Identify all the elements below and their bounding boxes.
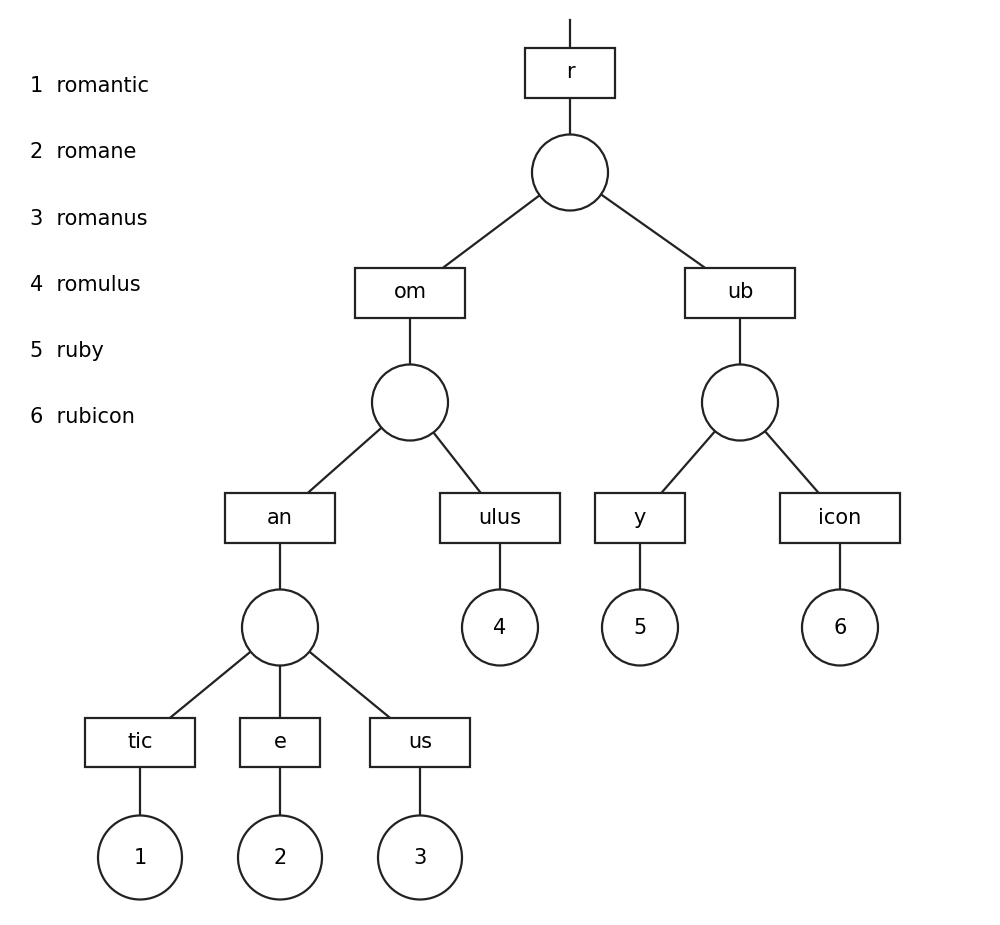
FancyBboxPatch shape xyxy=(355,267,465,317)
Ellipse shape xyxy=(802,589,878,665)
Text: 6  rubicon: 6 rubicon xyxy=(30,407,135,427)
Text: 3  romanus: 3 romanus xyxy=(30,208,148,228)
Ellipse shape xyxy=(98,816,182,899)
Text: 2  romane: 2 romane xyxy=(30,142,136,163)
FancyBboxPatch shape xyxy=(85,718,195,768)
Text: tic: tic xyxy=(127,733,153,753)
FancyBboxPatch shape xyxy=(525,47,615,97)
Text: e: e xyxy=(274,733,286,753)
Text: 1: 1 xyxy=(133,847,147,868)
Text: 3: 3 xyxy=(413,847,427,868)
Text: 5  ruby: 5 ruby xyxy=(30,341,104,361)
Ellipse shape xyxy=(602,589,678,665)
Ellipse shape xyxy=(532,134,608,211)
Text: ub: ub xyxy=(727,282,753,302)
Text: y: y xyxy=(634,508,646,527)
Text: 6: 6 xyxy=(833,618,847,637)
FancyBboxPatch shape xyxy=(225,492,335,542)
Text: 4: 4 xyxy=(493,618,507,637)
FancyBboxPatch shape xyxy=(370,718,470,768)
Ellipse shape xyxy=(372,364,448,440)
Text: ulus: ulus xyxy=(479,508,522,527)
Text: 1  romantic: 1 romantic xyxy=(30,76,149,96)
FancyBboxPatch shape xyxy=(440,492,560,542)
Text: 2: 2 xyxy=(273,847,287,868)
Text: om: om xyxy=(393,282,426,302)
FancyBboxPatch shape xyxy=(595,492,685,542)
FancyBboxPatch shape xyxy=(685,267,795,317)
Ellipse shape xyxy=(378,816,462,899)
Text: us: us xyxy=(408,733,432,753)
Text: 5: 5 xyxy=(633,618,647,637)
Ellipse shape xyxy=(242,589,318,665)
FancyBboxPatch shape xyxy=(240,718,320,768)
Ellipse shape xyxy=(238,816,322,899)
Ellipse shape xyxy=(702,364,778,440)
Text: icon: icon xyxy=(818,508,862,527)
Text: r: r xyxy=(566,63,574,82)
Text: 4  romulus: 4 romulus xyxy=(30,275,141,295)
Text: an: an xyxy=(267,508,293,527)
FancyBboxPatch shape xyxy=(780,492,900,542)
Ellipse shape xyxy=(462,589,538,665)
